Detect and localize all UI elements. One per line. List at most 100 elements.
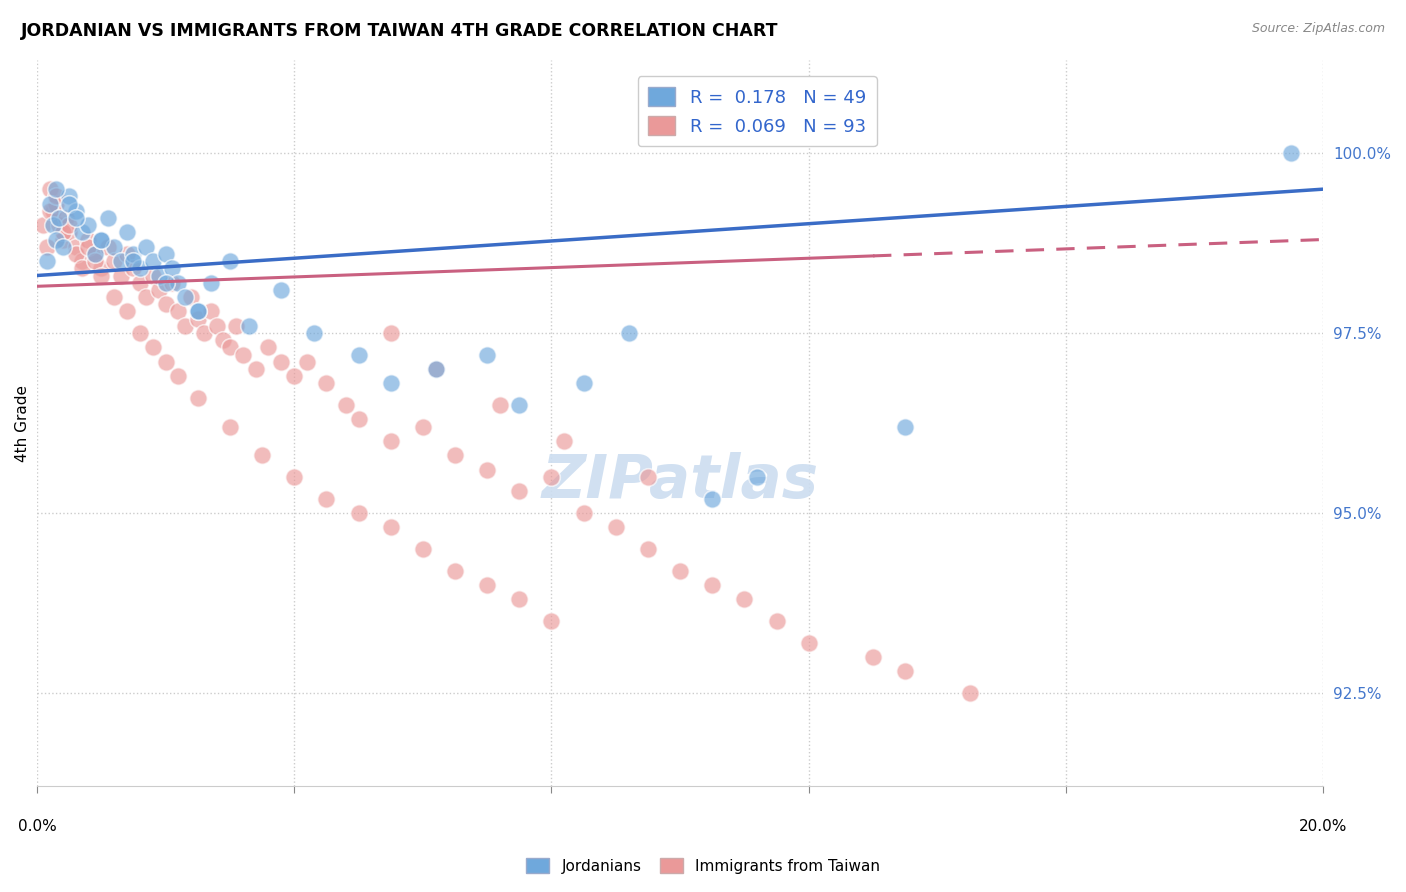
Point [617,326,640,340]
Point [187,304,209,318]
Point [508,398,530,412]
Point [35,240,58,254]
Point [52,233,75,247]
Point [212,333,235,347]
Point [65,211,87,225]
Point [83,247,105,261]
Point [135,240,157,254]
Point [45,182,67,196]
Point [702,491,724,506]
Point [148,268,170,283]
Point [637,470,659,484]
Point [52,240,75,254]
Point [38,182,60,196]
Point [553,434,575,448]
Point [959,686,981,700]
Point [83,247,105,261]
Point [894,419,917,434]
Point [48,218,70,232]
Point [245,362,267,376]
Point [142,341,165,355]
Point [270,355,292,369]
Point [155,276,177,290]
Point [70,261,93,276]
Point [315,376,337,391]
Point [122,247,145,261]
Point [380,434,402,448]
Point [42,218,65,232]
Point [257,341,280,355]
Point [315,491,337,506]
Point [347,506,370,520]
Point [128,261,150,276]
Point [70,225,93,239]
Point [90,268,112,283]
Point [35,254,58,268]
Text: ZIPatlas: ZIPatlas [541,451,818,511]
Point [45,233,67,247]
Point [283,470,305,484]
Point [70,254,93,268]
Point [200,304,222,318]
Point [55,211,77,225]
Point [58,196,80,211]
Point [160,261,183,276]
Point [187,311,209,326]
Point [637,541,659,556]
Point [508,592,530,607]
Point [797,635,820,649]
Point [58,225,80,239]
Point [122,254,145,268]
Point [38,203,60,218]
Legend: R =  0.178   N = 49, R =  0.069   N = 93: R = 0.178 N = 49, R = 0.069 N = 93 [637,76,877,146]
Point [425,362,447,376]
Point [489,398,512,412]
Point [42,203,65,218]
Point [572,506,595,520]
Point [103,290,125,304]
Point [142,268,165,283]
Point [894,665,917,679]
Point [122,261,145,276]
Point [572,376,595,391]
Point [45,196,67,211]
Point [425,362,447,376]
Point [380,376,402,391]
Point [167,276,190,290]
Point [155,297,177,311]
Point [115,247,138,261]
Text: 0.0%: 0.0% [17,819,56,834]
Point [135,290,157,304]
Point [702,578,724,592]
Point [180,290,202,304]
Point [38,196,60,211]
Point [669,564,692,578]
Point [45,189,67,203]
Point [444,564,467,578]
Legend: Jordanians, Immigrants from Taiwan: Jordanians, Immigrants from Taiwan [520,852,886,880]
Point [148,283,170,297]
Point [97,211,120,225]
Point [540,614,562,628]
Point [302,326,325,340]
Point [110,268,132,283]
Point [200,276,222,290]
Point [173,290,195,304]
Point [77,233,100,247]
Point [219,419,242,434]
Y-axis label: 4th Grade: 4th Grade [15,384,30,461]
Point [65,203,87,218]
Point [508,484,530,499]
Point [412,419,434,434]
Point [58,218,80,232]
Point [205,318,228,333]
Point [167,369,190,384]
Point [187,304,209,318]
Point [283,369,305,384]
Point [475,578,498,592]
Point [110,254,132,268]
Point [128,276,150,290]
Point [475,463,498,477]
Point [52,225,75,239]
Point [380,326,402,340]
